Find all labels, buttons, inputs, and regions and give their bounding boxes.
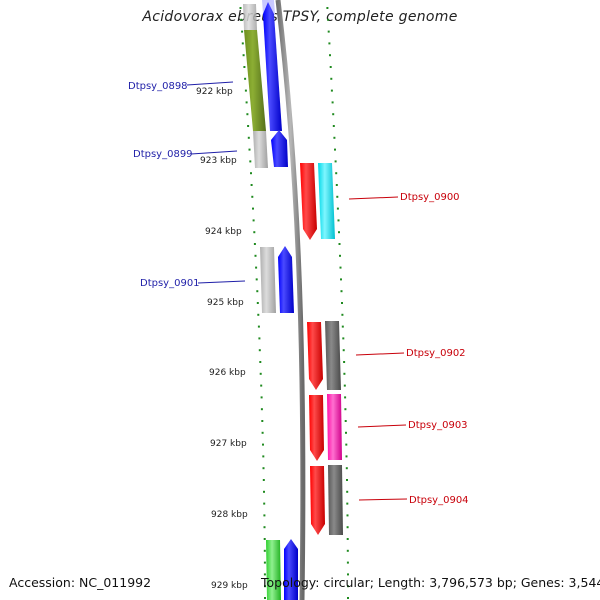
gene-magenta-block[interactable] <box>327 394 342 460</box>
gene-labels: Dtpsy_0898 Dtpsy_0899 Dtpsy_0900 Dtpsy_0… <box>128 81 469 506</box>
kbp-label: 929 kbp <box>211 581 248 591</box>
gene-dtpsy-0902[interactable] <box>307 322 323 390</box>
gene-dtpsy-0903[interactable] <box>309 395 324 461</box>
gene-grey-block[interactable] <box>253 131 268 168</box>
gene-olive-block[interactable] <box>244 30 266 131</box>
kbp-label: 926 kbp <box>209 368 246 378</box>
gene-darkgrey-0902[interactable] <box>325 321 341 390</box>
leader-line-0899 <box>190 150 238 155</box>
minus-strand-genes <box>243 0 298 600</box>
gene-darkgrey-0904[interactable] <box>328 465 343 535</box>
gene-label-dtpsy-0902[interactable]: Dtpsy_0902 <box>406 348 466 359</box>
genome-backbone <box>275 0 306 600</box>
genome-title: Acidovorax ebreus TPSY, complete genome <box>142 9 458 25</box>
gene-dtpsy-0901[interactable] <box>278 246 294 313</box>
leader-line-0901 <box>197 280 246 284</box>
kbp-labels: 922 kbp 923 kbp 924 kbp 925 kbp 926 kbp … <box>196 87 248 591</box>
gene-leader-lines <box>186 81 408 501</box>
gene-label-dtpsy-0900[interactable]: Dtpsy_0900 <box>400 192 460 203</box>
leader-line-0898 <box>186 81 234 86</box>
gene-label-dtpsy-0899[interactable]: Dtpsy_0899 <box>133 149 193 160</box>
gene-blue-bottom[interactable] <box>284 539 298 600</box>
leader-line-0904 <box>358 498 408 501</box>
gene-dtpsy-0904[interactable] <box>310 466 325 535</box>
kbp-label: 923 kbp <box>200 156 237 166</box>
genome-summary-text: Topology: circular; Length: 3,796,573 bp… <box>261 575 600 590</box>
kbp-label: 922 kbp <box>196 87 233 97</box>
kbp-label: 925 kbp <box>207 298 244 308</box>
gene-dtpsy-0900[interactable] <box>300 163 317 240</box>
gene-green-bottom[interactable] <box>266 540 281 600</box>
kbp-label: 924 kbp <box>205 227 242 237</box>
gene-grey-top[interactable] <box>243 4 257 30</box>
gene-dtpsy-0898[interactable] <box>263 2 282 131</box>
leader-line-0902 <box>355 352 405 356</box>
gene-grey-0901-neighbor[interactable] <box>260 247 276 313</box>
leader-line-0900 <box>348 196 399 200</box>
gene-label-dtpsy-0904[interactable]: Dtpsy_0904 <box>409 495 469 506</box>
accession-text: Accession: NC_011992 <box>9 575 152 590</box>
scale-ticks-right <box>326 7 349 599</box>
gene-label-dtpsy-0901[interactable]: Dtpsy_0901 <box>140 278 200 289</box>
gene-label-dtpsy-0903[interactable]: Dtpsy_0903 <box>408 420 468 431</box>
scale-ticks-left <box>239 7 266 599</box>
kbp-label: 927 kbp <box>210 439 247 449</box>
leader-line-0903 <box>357 424 407 428</box>
gene-cyan-block[interactable] <box>318 163 335 239</box>
gene-dtpsy-0899[interactable] <box>271 130 288 167</box>
kbp-label: 928 kbp <box>211 510 248 520</box>
plus-strand-genes <box>300 163 343 535</box>
gene-label-dtpsy-0898[interactable]: Dtpsy_0898 <box>128 81 188 92</box>
